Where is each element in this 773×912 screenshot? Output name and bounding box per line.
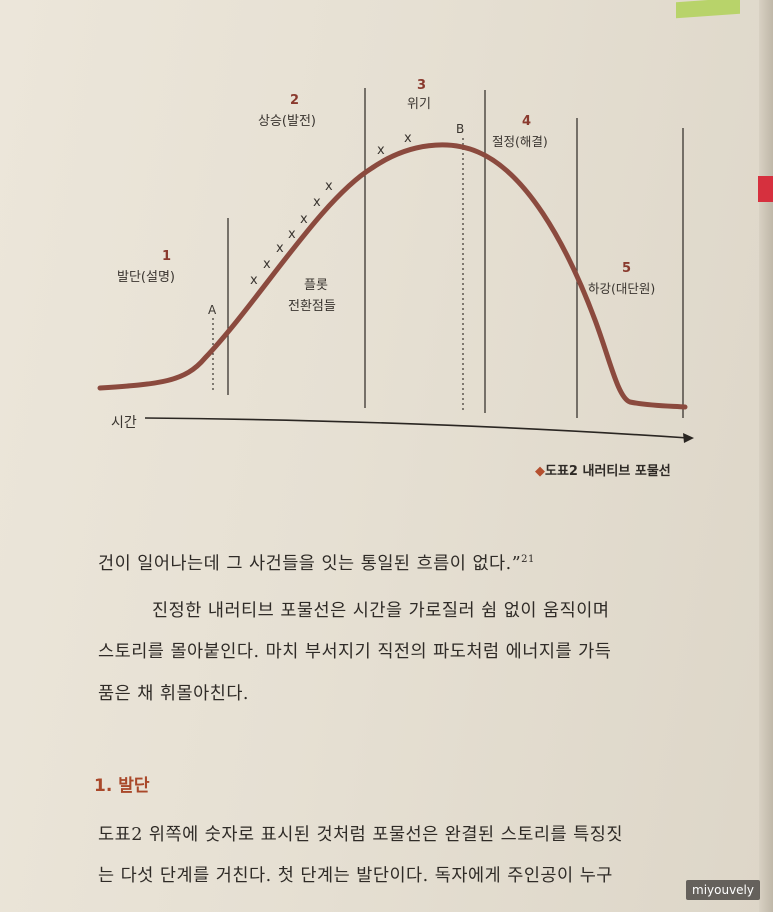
time-axis-label: 시간 bbox=[111, 415, 137, 431]
body-line: 진정한 내러티브 포물선은 시간을 가로질러 쉼 없이 움직이며 bbox=[152, 601, 610, 621]
plot-point-mark: x bbox=[288, 227, 296, 242]
plot-point-mark: x bbox=[404, 131, 412, 146]
stage-5-number: 5 bbox=[622, 261, 631, 276]
stage-1-number: 1 bbox=[162, 249, 171, 264]
marker-b-label: B bbox=[456, 122, 464, 136]
page-edge bbox=[759, 0, 773, 912]
plot-point-mark: x bbox=[313, 195, 321, 210]
plot-points-label-2: 전환점들 bbox=[288, 299, 336, 314]
plot-point-mark: x bbox=[276, 241, 284, 256]
body-line: 건이 일어나는데 그 사건들을 잇는 통일된 흐름이 없다.”21 bbox=[98, 550, 535, 575]
plot-point-mark: x bbox=[377, 143, 385, 158]
plot-point-mark: x bbox=[250, 273, 258, 288]
watermark: miyouvely bbox=[686, 880, 760, 900]
stage-2-label: 상승(발전) bbox=[258, 114, 316, 129]
plot-point-marks: x x x x x x x x x bbox=[250, 131, 412, 288]
plot-point-mark: x bbox=[263, 257, 271, 272]
stage-3-label: 위기 bbox=[407, 97, 431, 112]
stage-3-number: 3 bbox=[417, 78, 426, 93]
figure-caption: ◆도표2 내러티브 포물선 bbox=[535, 460, 671, 479]
marker-a-label: A bbox=[208, 303, 217, 317]
sticky-tab-red bbox=[758, 176, 773, 202]
stage-5-label: 하강(대단원) bbox=[588, 281, 655, 296]
time-axis-arrowhead bbox=[683, 433, 694, 443]
body-line: 는 다섯 단계를 거친다. 첫 단계는 발단이다. 독자에게 주인공이 누구 bbox=[98, 866, 613, 886]
body-line: 품은 채 휘몰아친다. bbox=[98, 684, 249, 704]
stage-2-number: 2 bbox=[290, 93, 299, 108]
footnote-ref: 21 bbox=[521, 554, 535, 566]
time-axis bbox=[144, 417, 689, 439]
body-line-text: 건이 일어나는데 그 사건들을 잇는 통일된 흐름이 없다.” bbox=[98, 554, 522, 574]
plot-point-mark: x bbox=[300, 212, 308, 227]
stage-4-label: 절정(해결) bbox=[492, 134, 548, 149]
plot-point-mark: x bbox=[325, 179, 333, 194]
section-heading: 1. 발단 bbox=[94, 776, 150, 796]
stage-4-number: 4 bbox=[522, 114, 531, 129]
plot-points-label: 플롯 bbox=[304, 278, 328, 293]
body-line: 도표2 위쪽에 숫자로 표시된 것처럼 포물선은 완결된 스토리를 특징짓 bbox=[98, 825, 623, 845]
caption-diamond-icon: ◆ bbox=[535, 464, 545, 479]
narrative-arc-curve bbox=[97, 142, 688, 410]
stage-1-label: 발단(설명) bbox=[117, 270, 175, 285]
body-line: 스토리를 몰아붙인다. 마치 부서지기 직전의 파도처럼 에너지를 가득 bbox=[98, 642, 612, 662]
caption-text: 도표2 내러티브 포물선 bbox=[545, 464, 671, 479]
